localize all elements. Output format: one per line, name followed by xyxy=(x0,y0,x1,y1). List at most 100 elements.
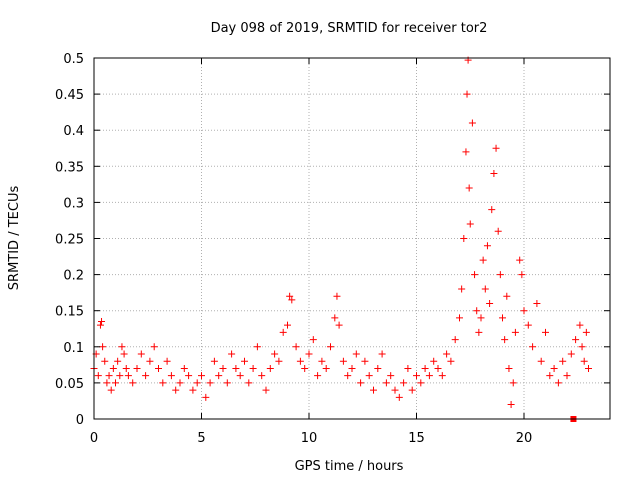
data-point xyxy=(465,184,473,192)
y-tick-label: 0.35 xyxy=(55,160,84,175)
data-point xyxy=(365,372,373,380)
data-point xyxy=(146,357,154,365)
data-point xyxy=(103,379,111,387)
data-point xyxy=(296,357,304,365)
data-point xyxy=(572,336,580,344)
data-point xyxy=(477,314,485,322)
data-point xyxy=(503,292,511,300)
data-point xyxy=(488,206,496,214)
y-tick-label: 0.15 xyxy=(55,305,84,320)
data-point xyxy=(284,321,291,329)
data-point xyxy=(576,321,584,329)
data-point xyxy=(275,357,283,365)
data-point xyxy=(348,364,356,372)
data-point xyxy=(118,343,126,351)
data-point xyxy=(167,372,175,380)
data-point xyxy=(458,285,466,293)
data-point xyxy=(451,336,459,344)
data-point xyxy=(318,357,326,365)
data-point xyxy=(266,364,274,372)
data-point xyxy=(468,119,476,127)
data-point xyxy=(400,379,408,387)
data-point xyxy=(288,296,296,304)
data-point xyxy=(456,314,463,322)
data-point xyxy=(582,328,590,336)
data-point xyxy=(501,336,509,344)
data-point xyxy=(129,379,137,387)
data-point xyxy=(335,321,343,329)
data-point xyxy=(142,372,150,380)
data-point xyxy=(387,372,395,380)
y-tick-label: 0.05 xyxy=(55,377,84,392)
data-point xyxy=(529,343,537,351)
data-point xyxy=(292,343,300,351)
data-point xyxy=(443,350,451,358)
data-point xyxy=(228,350,236,358)
data-point xyxy=(333,292,341,300)
data-point xyxy=(223,379,231,387)
y-tick-label: 0.4 xyxy=(63,124,84,139)
grid xyxy=(94,58,610,419)
data-point xyxy=(518,271,526,279)
y-tick-label: 0.5 xyxy=(63,52,84,67)
data-point xyxy=(124,372,132,380)
data-point xyxy=(150,343,158,351)
data-point xyxy=(206,379,214,387)
data-point xyxy=(473,307,481,315)
data-point xyxy=(309,336,317,344)
data-point xyxy=(271,350,279,358)
data-point xyxy=(550,364,558,372)
data-point xyxy=(189,386,197,394)
data-point xyxy=(210,357,218,365)
data-point xyxy=(542,328,549,336)
x-tick-label: 15 xyxy=(408,431,425,446)
y-tick-label: 0.45 xyxy=(55,88,84,103)
data-point xyxy=(378,350,386,358)
data-point xyxy=(361,357,369,365)
data-point xyxy=(122,364,130,372)
data-point xyxy=(408,386,416,394)
data-point xyxy=(559,357,567,365)
data-point xyxy=(327,343,334,351)
data-point xyxy=(163,357,171,365)
data-point xyxy=(438,372,446,380)
axis-ticks: 0 0.05 0.1 0.15 0.2 0.25 0.3 0.35 0.4 0.45 0.5 0 5 10… xyxy=(55,52,610,446)
data-point xyxy=(339,357,347,365)
data-point xyxy=(193,379,201,387)
data-point xyxy=(176,379,184,387)
data-point xyxy=(554,379,562,387)
data-point xyxy=(475,328,483,336)
x-tick-label: 0 xyxy=(90,431,98,446)
y-axis-label: SRMTID / TECUs xyxy=(7,186,22,291)
data-point xyxy=(567,350,575,358)
data-point xyxy=(286,292,294,300)
data-point xyxy=(137,350,145,358)
data-point xyxy=(578,343,586,351)
data-point xyxy=(374,364,382,372)
data-point xyxy=(352,350,360,358)
x-axis-label: GPS time / hours xyxy=(295,459,404,474)
data-point xyxy=(370,386,377,394)
x-tick-label: 5 xyxy=(197,431,205,446)
data-point xyxy=(96,321,104,329)
data-point xyxy=(511,328,519,336)
data-point xyxy=(120,350,128,358)
data-point xyxy=(434,364,442,372)
x-tick-label: 20 xyxy=(516,431,533,446)
data-point xyxy=(159,379,167,387)
data-point xyxy=(232,364,240,372)
data-point xyxy=(462,148,470,156)
y-tick-label: 0.2 xyxy=(63,269,84,284)
data-point xyxy=(99,343,107,351)
data-point xyxy=(486,299,494,307)
data-point xyxy=(262,386,270,394)
data-point xyxy=(198,372,205,380)
data-point xyxy=(382,379,390,387)
data-point xyxy=(533,299,541,307)
data-point xyxy=(520,307,528,315)
data-point xyxy=(524,321,532,329)
data-point xyxy=(253,343,261,351)
data-point xyxy=(305,350,313,358)
data-point xyxy=(322,364,330,372)
data-point xyxy=(421,364,429,372)
